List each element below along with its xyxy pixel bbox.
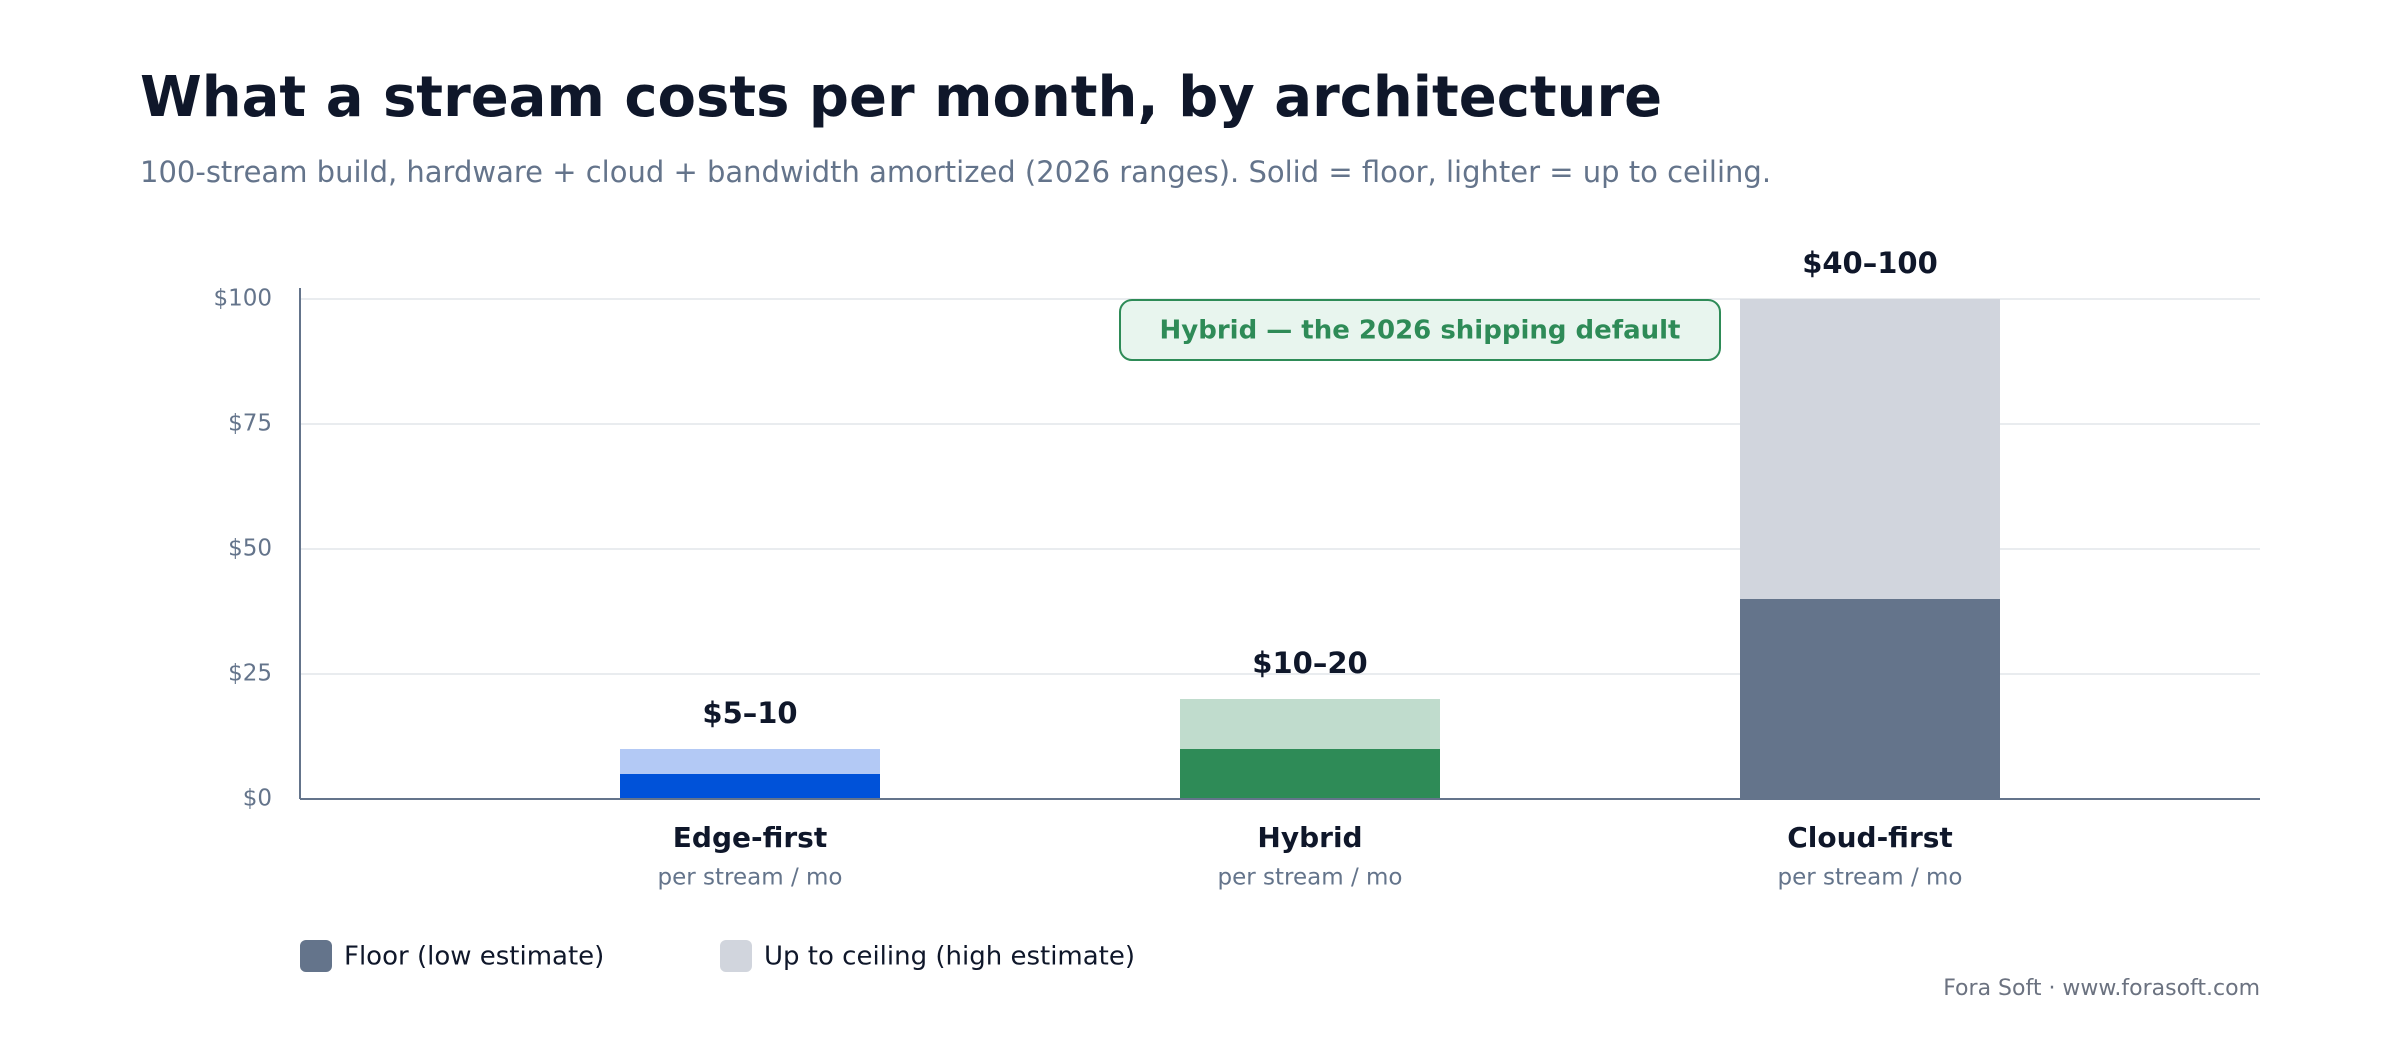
- bar-segment: [1180, 749, 1440, 799]
- x-tick-sublabel: per stream / mo: [1778, 865, 1963, 891]
- bar-segment: [1180, 699, 1440, 749]
- chart-subtitle: 100-stream build, hardware + cloud + ban…: [140, 155, 1771, 189]
- value-label: $10–20: [1252, 646, 1367, 680]
- source: Fora Soft · www.forasoft.com: [1943, 976, 2260, 1001]
- bar-segment: [620, 749, 880, 774]
- bar-segment: [1740, 299, 2000, 599]
- x-tick-label: Hybrid: [1257, 821, 1362, 854]
- y-tick-label: $100: [213, 286, 272, 312]
- annotation-box: [1119, 299, 1721, 361]
- x-tick-label: Cloud-first: [1787, 821, 1953, 854]
- bar-segment: [1740, 599, 2000, 799]
- y-tick-label: $75: [228, 411, 272, 437]
- legend-label: Up to ceiling (high estimate): [764, 942, 1135, 972]
- legend-label: Floor (low estimate): [344, 942, 604, 972]
- x-tick-sublabel: per stream / mo: [1218, 865, 1403, 891]
- bar-segment: [620, 774, 880, 799]
- y-tick-label: $50: [228, 536, 272, 562]
- y-tick-label: $0: [243, 786, 272, 812]
- chart-title: What a stream costs per month, by archit…: [140, 65, 1662, 130]
- legend-swatch: [300, 940, 332, 972]
- x-tick-label: Edge-first: [673, 821, 827, 854]
- legend-swatch: [720, 940, 752, 972]
- y-tick-label: $25: [228, 661, 272, 687]
- x-tick-sublabel: per stream / mo: [658, 865, 843, 891]
- annotation: Hybrid — the 2026 shipping default: [1160, 316, 1681, 346]
- value-label: $5–10: [702, 696, 797, 730]
- value-label: $40–100: [1802, 246, 1938, 280]
